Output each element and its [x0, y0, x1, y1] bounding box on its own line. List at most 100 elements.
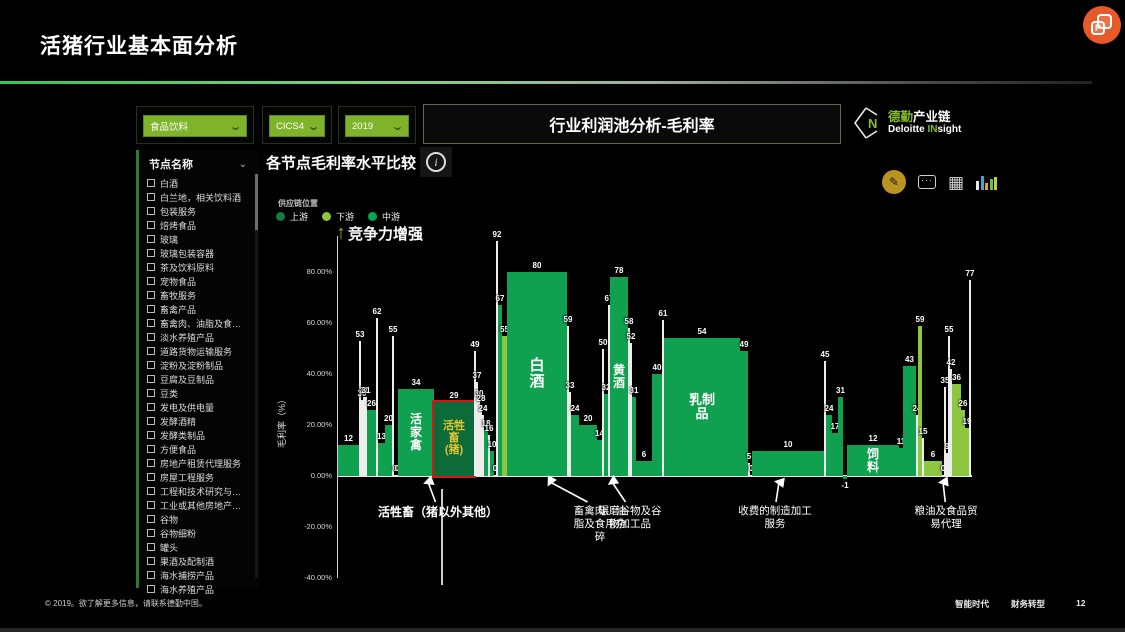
bar-segment[interactable]	[636, 460, 652, 476]
node-list-item[interactable]: 淀粉及淀粉制品	[147, 358, 257, 372]
node-list-item[interactable]: 工程和技术研究与…	[147, 484, 257, 498]
bar-segment[interactable]	[824, 361, 826, 476]
bar-segment[interactable]: 饲 料	[847, 445, 899, 476]
node-list-item[interactable]: 淡水养殖产品	[147, 330, 257, 344]
bar-segment[interactable]	[916, 414, 918, 476]
checkbox-unchecked[interactable]	[147, 389, 155, 397]
checkbox-unchecked[interactable]	[147, 361, 155, 369]
legend-item[interactable]: 中游	[368, 210, 400, 223]
bar-segment[interactable]	[924, 460, 942, 476]
checkbox-unchecked[interactable]	[147, 417, 155, 425]
bar-segment[interactable]	[367, 409, 376, 476]
checkbox-unchecked[interactable]	[147, 529, 155, 537]
node-list-item[interactable]: 畜禽肉、油脂及食…	[147, 316, 257, 330]
bar-segment[interactable]	[630, 343, 632, 476]
checkbox-unchecked[interactable]	[147, 277, 155, 285]
bar-segment[interactable]: 活 家 禽	[398, 389, 434, 476]
bar-segment[interactable]	[748, 463, 750, 476]
checkbox-unchecked[interactable]	[147, 515, 155, 523]
bar-segment[interactable]	[502, 335, 507, 476]
node-list-item[interactable]: 房屋工程服务	[147, 470, 257, 484]
bar-segment[interactable]	[965, 427, 969, 476]
checkbox-unchecked[interactable]	[147, 179, 155, 187]
bar-segment[interactable]	[392, 335, 394, 476]
node-list-item[interactable]: 白酒	[147, 176, 257, 190]
checkbox-unchecked[interactable]	[147, 459, 155, 467]
node-list-item[interactable]: 房地产租赁代理服务	[147, 456, 257, 470]
node-list-item[interactable]: 畜牧服务	[147, 288, 257, 302]
bar-segment[interactable]	[498, 305, 502, 476]
checkbox-unchecked[interactable]	[147, 473, 155, 481]
node-list-item[interactable]: 道路货物运输服务	[147, 344, 257, 358]
node-list-item[interactable]: 发电及供电量	[147, 400, 257, 414]
bar-segment[interactable]: 乳制 品	[664, 338, 740, 476]
checkbox-unchecked[interactable]	[147, 585, 155, 593]
bar-segment[interactable]	[628, 328, 630, 476]
bar-segment[interactable]	[579, 425, 597, 476]
bar-segment[interactable]	[488, 435, 490, 476]
bar-segment[interactable]	[750, 474, 752, 476]
bar-segment[interactable]	[946, 453, 948, 476]
bar-segment[interactable]	[376, 317, 378, 476]
table-grid-icon[interactable]: ▦	[948, 172, 965, 192]
node-list-item[interactable]: 白兰地，相关饮料酒	[147, 190, 257, 204]
checkbox-unchecked[interactable]	[147, 249, 155, 257]
bar-segment[interactable]	[969, 279, 971, 476]
bar-segment[interactable]	[942, 474, 944, 476]
node-list-item[interactable]: 发酵类制品	[147, 428, 257, 442]
bar-segment[interactable]	[490, 450, 494, 476]
node-list-item[interactable]: 果酒及配制酒	[147, 554, 257, 568]
bar-segment[interactable]	[838, 396, 843, 476]
bar-segment[interactable]	[948, 335, 950, 476]
year-dropdown[interactable]: 2019 ⌄	[345, 115, 409, 137]
bar-segment[interactable]	[652, 374, 662, 476]
checkbox-unchecked[interactable]	[147, 235, 155, 243]
legend-item[interactable]: 上游	[276, 210, 308, 223]
bar-chart-icon[interactable]	[976, 174, 998, 190]
bar-segment[interactable]	[484, 430, 488, 476]
bar-segment[interactable]	[385, 425, 392, 476]
bar-segment[interactable]: 白 酒	[507, 272, 567, 476]
node-list-item[interactable]: 畜禽产品	[147, 302, 257, 316]
node-list-item[interactable]: 焙烤食品	[147, 218, 257, 232]
bar-segment[interactable]	[359, 340, 361, 476]
bar-segment[interactable]	[903, 366, 916, 476]
checkbox-unchecked[interactable]	[147, 263, 155, 271]
checkbox-unchecked[interactable]	[147, 445, 155, 453]
node-list-item[interactable]: 豆类	[147, 386, 257, 400]
bar-segment[interactable]	[569, 391, 571, 476]
bar-segment[interactable]	[597, 440, 602, 476]
node-filter-header[interactable]: 节点名称 ⌄	[147, 154, 257, 176]
bar-segment-highlighted[interactable]: 活牲 畜 (猪)	[432, 400, 476, 478]
info-icon[interactable]: i	[420, 147, 452, 177]
bar-segment[interactable]	[918, 325, 922, 476]
checkbox-unchecked[interactable]	[147, 193, 155, 201]
checkbox-unchecked[interactable]	[147, 319, 155, 327]
node-list-item[interactable]: 罐头	[147, 540, 257, 554]
bar-segment[interactable]	[480, 404, 482, 476]
bar-segment[interactable]	[476, 381, 478, 476]
node-list-item[interactable]: 谷物	[147, 512, 257, 526]
bar-segment[interactable]	[602, 348, 604, 476]
node-list-item[interactable]: 茶及饮料原料	[147, 260, 257, 274]
checkbox-unchecked[interactable]	[147, 305, 155, 313]
checkbox-unchecked[interactable]	[147, 347, 155, 355]
checkbox-unchecked[interactable]	[147, 403, 155, 411]
bar-segment[interactable]	[474, 351, 476, 476]
bar-segment[interactable]	[899, 447, 903, 476]
node-list-item[interactable]: 豆腐及豆制品	[147, 372, 257, 386]
node-list-item[interactable]: 玻璃包装容器	[147, 246, 257, 260]
checkbox-unchecked[interactable]	[147, 431, 155, 439]
bar-segment[interactable]	[740, 351, 748, 476]
sidebar-scrollbar[interactable]	[255, 174, 258, 578]
bar-segment[interactable]	[567, 325, 569, 476]
checkbox-unchecked[interactable]	[147, 291, 155, 299]
node-list-item[interactable]: 谷物细粉	[147, 526, 257, 540]
node-list-item[interactable]: 包装服务	[147, 204, 257, 218]
bar-segment[interactable]	[571, 414, 579, 476]
checkbox-unchecked[interactable]	[147, 487, 155, 495]
sidebar-scrollbar-thumb[interactable]	[255, 174, 258, 230]
bar-segment[interactable]: 黄 酒	[610, 277, 628, 476]
bar-segment[interactable]	[482, 414, 484, 476]
bar-segment[interactable]	[922, 437, 924, 476]
